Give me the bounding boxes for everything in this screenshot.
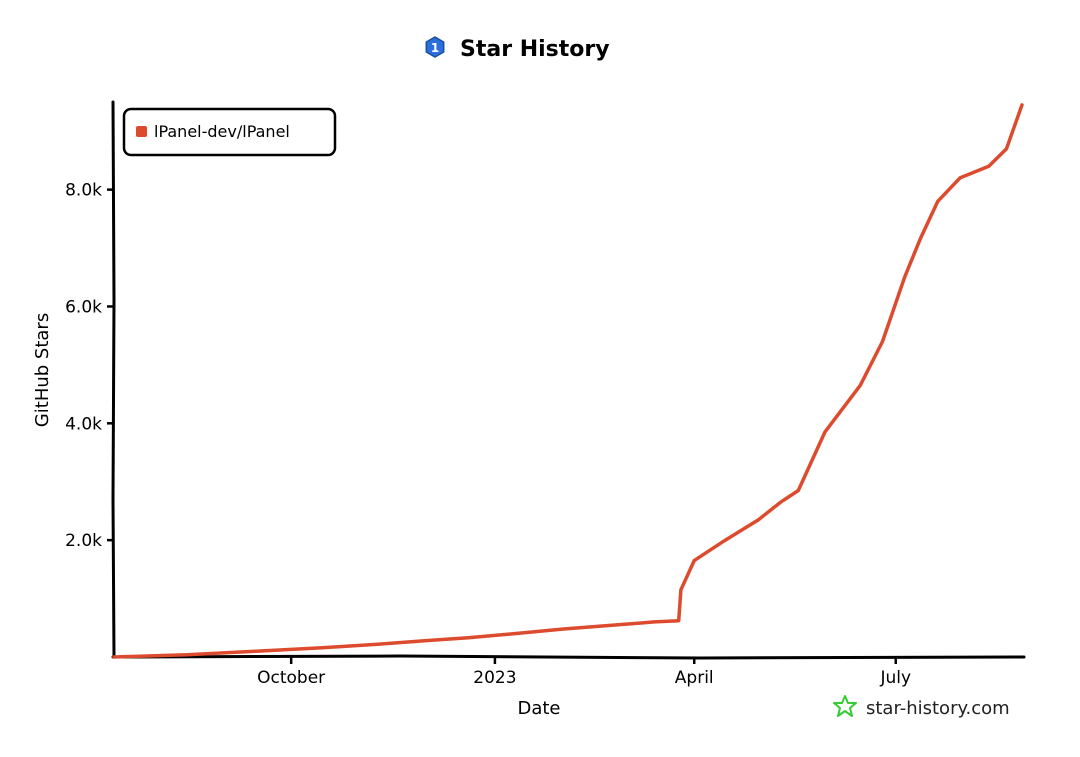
y-tick-label: 4.0k [65,414,102,434]
y-axis-label: GitHub Stars [32,313,53,427]
legend-box [122,107,337,157]
series-line [112,103,1024,659]
x-axis-line [111,654,1026,660]
legend: lPanel-dev/lPanel [122,107,337,157]
x-tick-label: July [879,668,911,688]
chart-title: 1 Star History [425,36,610,62]
title-logo-icon: 1 [425,36,445,58]
star-history-logo-icon [833,695,857,717]
svg-text:1: 1 [431,41,439,55]
x-tick-label: October [257,668,325,688]
y-tick-label: 2.0k [65,531,102,551]
legend-series-label: lPanel-dev/lPanel [154,122,290,141]
y-tick-label: 6.0k [65,297,102,317]
series-layer [112,103,1024,659]
x-tick-label: 2023 [473,668,516,688]
y-axis-line [111,100,116,659]
x-axis-ticks: October 2023 April July [257,657,911,688]
branding: star-history.com [833,695,1010,719]
branding-text: star-history.com [866,698,1010,719]
y-axis-ticks: 2.0k 4.0k 6.0k 8.0k [65,181,114,551]
x-tick-label: April [675,668,714,688]
legend-swatch [136,126,147,137]
chart-title-text: Star History [460,37,610,62]
y-tick-label: 8.0k [65,181,102,201]
x-axis-label: Date [517,698,560,719]
